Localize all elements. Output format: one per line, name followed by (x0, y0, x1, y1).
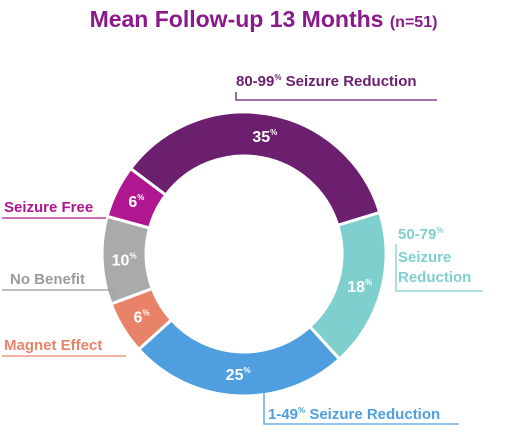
slice-value-50-79-seizure-reduction: 18% (347, 278, 372, 296)
slice-1-49-seizure-reduction (136, 317, 342, 398)
label-50-79-range: 50-79% (398, 226, 444, 243)
slice-value-80-99-seizure-reduction: 35% (252, 128, 277, 146)
leader-lines (2, 92, 483, 425)
slice-value-1-49-seizure-reduction: 25% (226, 366, 251, 384)
slice-value-magnet-effect: 6% (134, 309, 150, 327)
label-80-99-seizure-reduction: 80-99% Seizure Reduction (236, 73, 417, 90)
chart-subtitle: (n=51) (389, 14, 438, 31)
label-50-79-reduction: Reduction (398, 269, 471, 286)
label-1-49-seizure-reduction: 1-49% Seizure Reduction (268, 406, 440, 423)
donut-slices (100, 110, 388, 398)
chart-title-main: Mean Follow-up 13 Months (89, 6, 384, 32)
slice-80-99-seizure-reduction (128, 110, 382, 228)
chart-title: Mean Follow-up 13 Months (n=51) (0, 6, 527, 33)
leader-line-s80 (235, 92, 437, 101)
category-labels: 80-99% Seizure Reduction 50-79% Seizure Red… (4, 73, 471, 423)
slice-seizure-free (105, 166, 168, 230)
leader-line-s1 (263, 393, 459, 425)
label-seizure-free: Seizure Free (4, 199, 93, 216)
label-no-benefit: No Benefit (10, 271, 85, 288)
slice-value-seizure-free: 6% (128, 193, 144, 211)
label-magnet-effect: Magnet Effect (4, 337, 102, 354)
label-50-79-seizure: Seizure (398, 249, 451, 266)
leader-line-s50 (395, 244, 483, 292)
slice-value-labels: 35% 18% 25% 6% 10% 6% (112, 128, 372, 384)
slice-value-no-benefit: 10% (112, 251, 137, 269)
